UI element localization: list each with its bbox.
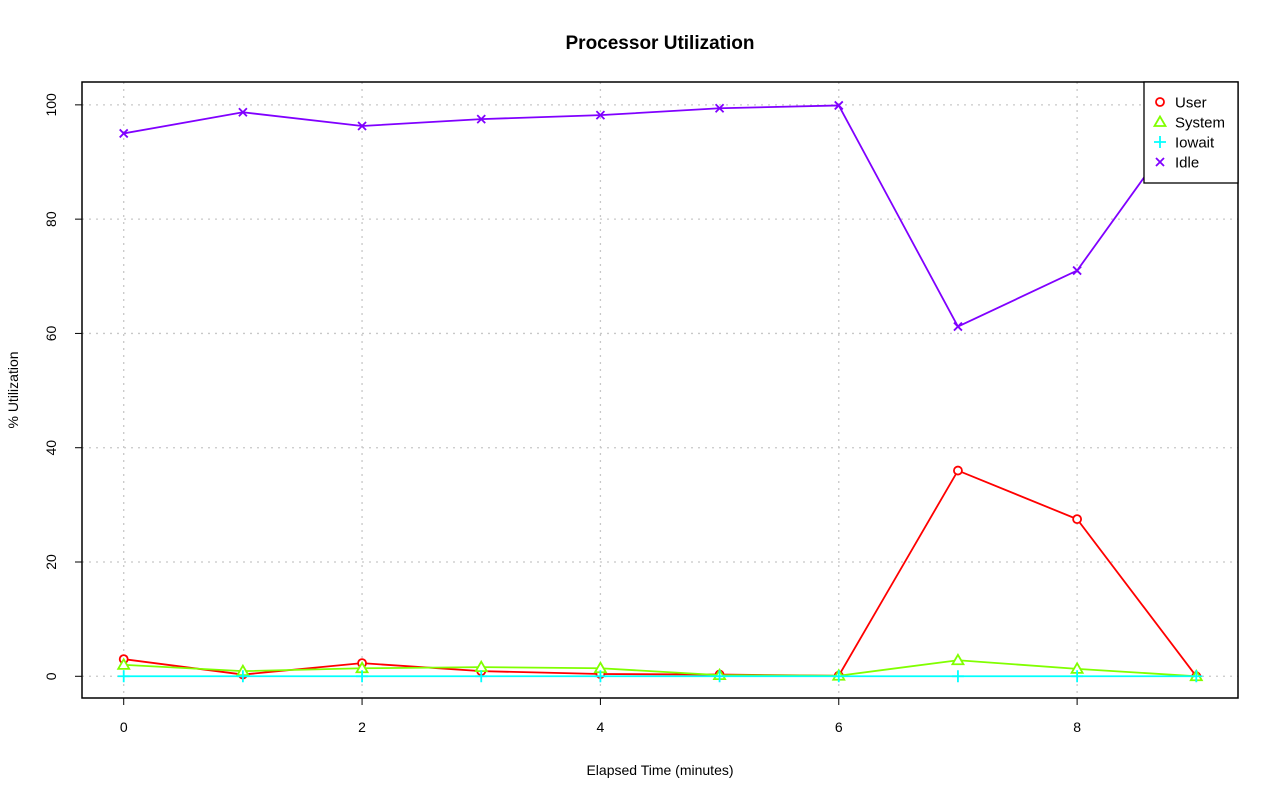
legend-marker-user <box>1155 97 1165 107</box>
user-point <box>1072 514 1083 525</box>
y-tick-label: 0 <box>43 672 59 680</box>
idle-point <box>834 100 844 111</box>
chart-title: Processor Utilization <box>566 33 755 54</box>
x-tick-label: 0 <box>120 719 128 735</box>
grid-lines <box>82 82 1238 698</box>
y-tick-label: 100 <box>43 93 59 117</box>
iowait-point <box>832 670 845 683</box>
legend-label-iowait: Iowait <box>1175 135 1215 152</box>
iowait-point <box>356 670 369 683</box>
x-axis-label: Elapsed Time (minutes) <box>586 762 733 778</box>
iowait-point <box>713 670 726 683</box>
idle-line <box>123 104 1198 328</box>
legend-label-system: System <box>1175 115 1225 132</box>
legend-marker-iowait <box>1154 136 1166 148</box>
idle-point <box>119 128 129 139</box>
system-point <box>116 657 131 670</box>
y-tick-label: 20 <box>43 554 59 570</box>
user-line <box>123 469 1198 677</box>
idle-point <box>238 107 248 117</box>
idle-point <box>476 114 486 124</box>
legend-label-idle: Idle <box>1175 155 1199 172</box>
y-tick-label: 40 <box>43 440 59 456</box>
idle-point <box>953 321 963 332</box>
system-line <box>123 659 1197 678</box>
y-tick-label: 60 <box>43 325 59 341</box>
iowait-point <box>594 670 607 683</box>
legend-marker-idle <box>1155 157 1165 167</box>
legend-label-user: User <box>1175 95 1207 112</box>
plot-frame <box>81 81 1239 699</box>
idle-point <box>357 121 367 131</box>
iowait-point <box>236 670 249 683</box>
x-tick-label: 8 <box>1073 719 1081 735</box>
idle-point <box>714 103 725 113</box>
iowait-point <box>951 670 964 683</box>
x-tick-label: 6 <box>835 719 843 735</box>
idle-point <box>595 110 606 120</box>
idle-point <box>1072 265 1082 276</box>
x-tick-label: 4 <box>597 719 605 735</box>
legend: User System Iowait Idle <box>1143 81 1239 184</box>
idle-series <box>119 100 1201 332</box>
iowait-point <box>1071 670 1084 683</box>
user-point <box>953 465 963 476</box>
y-axis-label: % Utilization <box>5 351 21 428</box>
iowait-series <box>117 670 1203 683</box>
legend-marker-system <box>1152 114 1168 127</box>
system-point <box>950 652 965 666</box>
iowait-point <box>1190 670 1203 683</box>
y-tick-label: 80 <box>43 211 59 227</box>
iowait-point <box>475 670 488 683</box>
iowait-point <box>117 670 130 683</box>
series-layer <box>116 100 1204 683</box>
user-series <box>118 465 1202 682</box>
x-tick-label: 2 <box>358 719 366 735</box>
